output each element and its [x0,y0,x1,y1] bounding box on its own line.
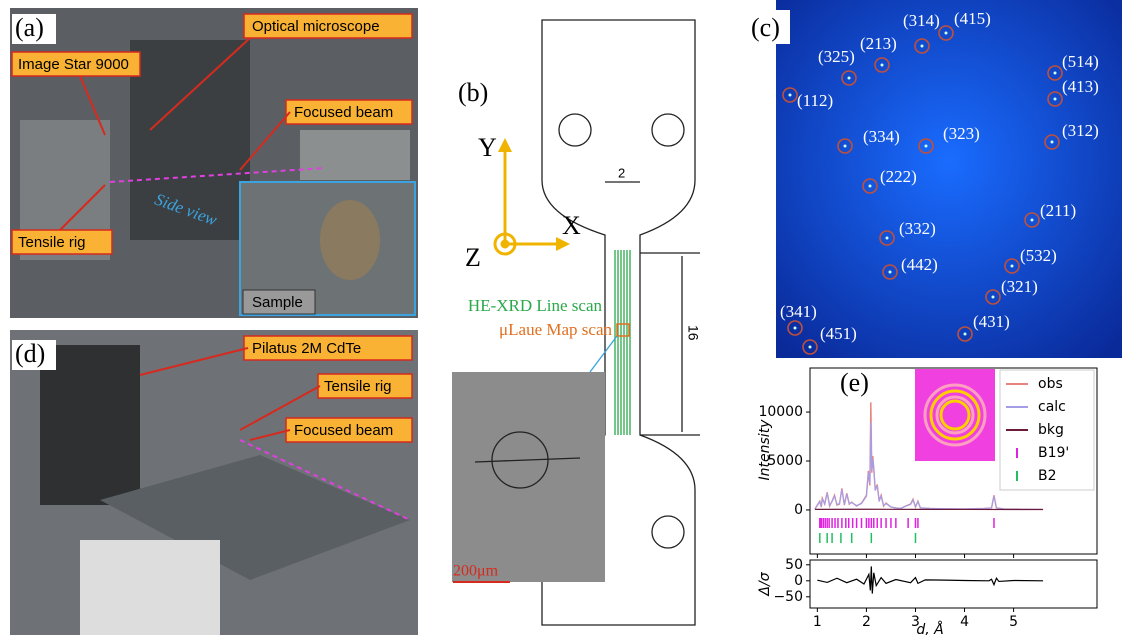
y-tick-label: 10000 [758,404,803,420]
figure: (a) Optical microscope Image Star 9000 F… [0,0,1122,635]
scan-label: HE-XRD Line scan [468,296,603,315]
photo-detail [320,200,380,280]
legend-label: B2 [1038,468,1057,484]
panel-a: (a) Optical microscope Image Star 9000 F… [10,8,418,318]
spot-label: (415) [954,9,991,28]
panel-label: (e) [840,368,869,397]
legend-label: calc [1038,399,1066,415]
callout: Pilatus 2M CdTe [252,340,361,357]
spot-center [1054,72,1057,75]
spot-label: (222) [880,167,917,186]
spot-center [886,237,889,240]
panel-label: (d) [15,339,45,368]
legend-label: obs [1038,376,1063,392]
x-tick-label: 1 [813,614,822,630]
photo-detail [80,540,220,635]
spot-label: (431) [973,312,1010,331]
arrowhead [498,138,512,152]
dimension-label: 2 [618,165,625,180]
spot-label: (314) [903,11,940,30]
callout: Image Star 9000 [18,56,129,73]
hole [652,516,684,548]
legend-label: B19' [1038,445,1069,461]
panel-label: (b) [458,78,488,107]
spot-center [1054,98,1057,101]
pointer [590,336,617,372]
dimension-label: 16 [685,325,701,341]
callout: Focused beam [294,422,393,439]
hole [652,114,684,146]
callout: Focused beam [294,104,393,121]
scan-label: μLaue Map scan [499,320,612,339]
spot-center [881,64,884,67]
spot-label: (341) [780,302,817,321]
callout: Tensile rig [18,234,86,251]
spot-label: (323) [943,124,980,143]
axis-name: X [562,211,581,240]
spot-center [794,327,797,330]
spot-center [925,145,928,148]
spot-center [848,77,851,80]
residual-y-tick-label: 0 [794,573,803,589]
spot-label: (334) [863,127,900,146]
panel-label: (c) [751,13,780,42]
inset-image [452,372,605,582]
scan-lines [615,250,630,435]
spot-label: (532) [1020,246,1057,265]
callout: Tensile rig [324,378,392,395]
panel-d: (d) Pilatus 2M CdTe Tensile rig Focused … [10,330,418,635]
x-tick-label: 4 [960,614,969,630]
spot-label: (451) [820,324,857,343]
spot-center [809,346,812,349]
spot-center [1031,219,1034,222]
spot-center [889,271,892,274]
residual-axis-label: Δ/σ [757,571,773,596]
spot-label: (442) [901,255,938,274]
spot-label: (213) [860,34,897,53]
residual-y-tick-label: 50 [785,557,803,573]
spot-center [921,45,924,48]
spot-center [992,296,995,299]
spot-label: (514) [1062,52,1099,71]
spot-label: (211) [1040,201,1076,220]
x-tick-label: 2 [862,614,871,630]
x-tick-label: 5 [1009,614,1018,630]
spot-label: (332) [899,219,936,238]
photo-detail [300,130,410,180]
panel-label: (a) [15,13,44,42]
x-axis-label: d, Å [916,621,943,635]
spot-label: (321) [1001,277,1038,296]
inset-image [915,369,995,461]
spot-label: (413) [1062,77,1099,96]
spot-center [869,185,872,188]
spot-label: (112) [797,91,833,110]
hole [559,114,591,146]
inset-label: Sample [252,294,303,311]
spot-center [789,94,792,97]
y-tick-label: 0 [794,502,803,518]
y-axis-label: Intensity [757,419,773,481]
axis-name: Y [478,133,497,162]
axis-name: Z [465,243,481,272]
scale-bar: 200μm [453,563,499,580]
residual-y-tick-label: −50 [773,589,803,605]
spot-center [964,333,967,336]
callout: Optical microscope [252,18,380,35]
spot-label: (325) [818,47,855,66]
spot-label: (312) [1062,121,1099,140]
spot-center [945,32,948,35]
spot-center [1011,265,1014,268]
spot-center [1051,141,1054,144]
legend-label: bkg [1038,422,1064,438]
spot-center [844,145,847,148]
